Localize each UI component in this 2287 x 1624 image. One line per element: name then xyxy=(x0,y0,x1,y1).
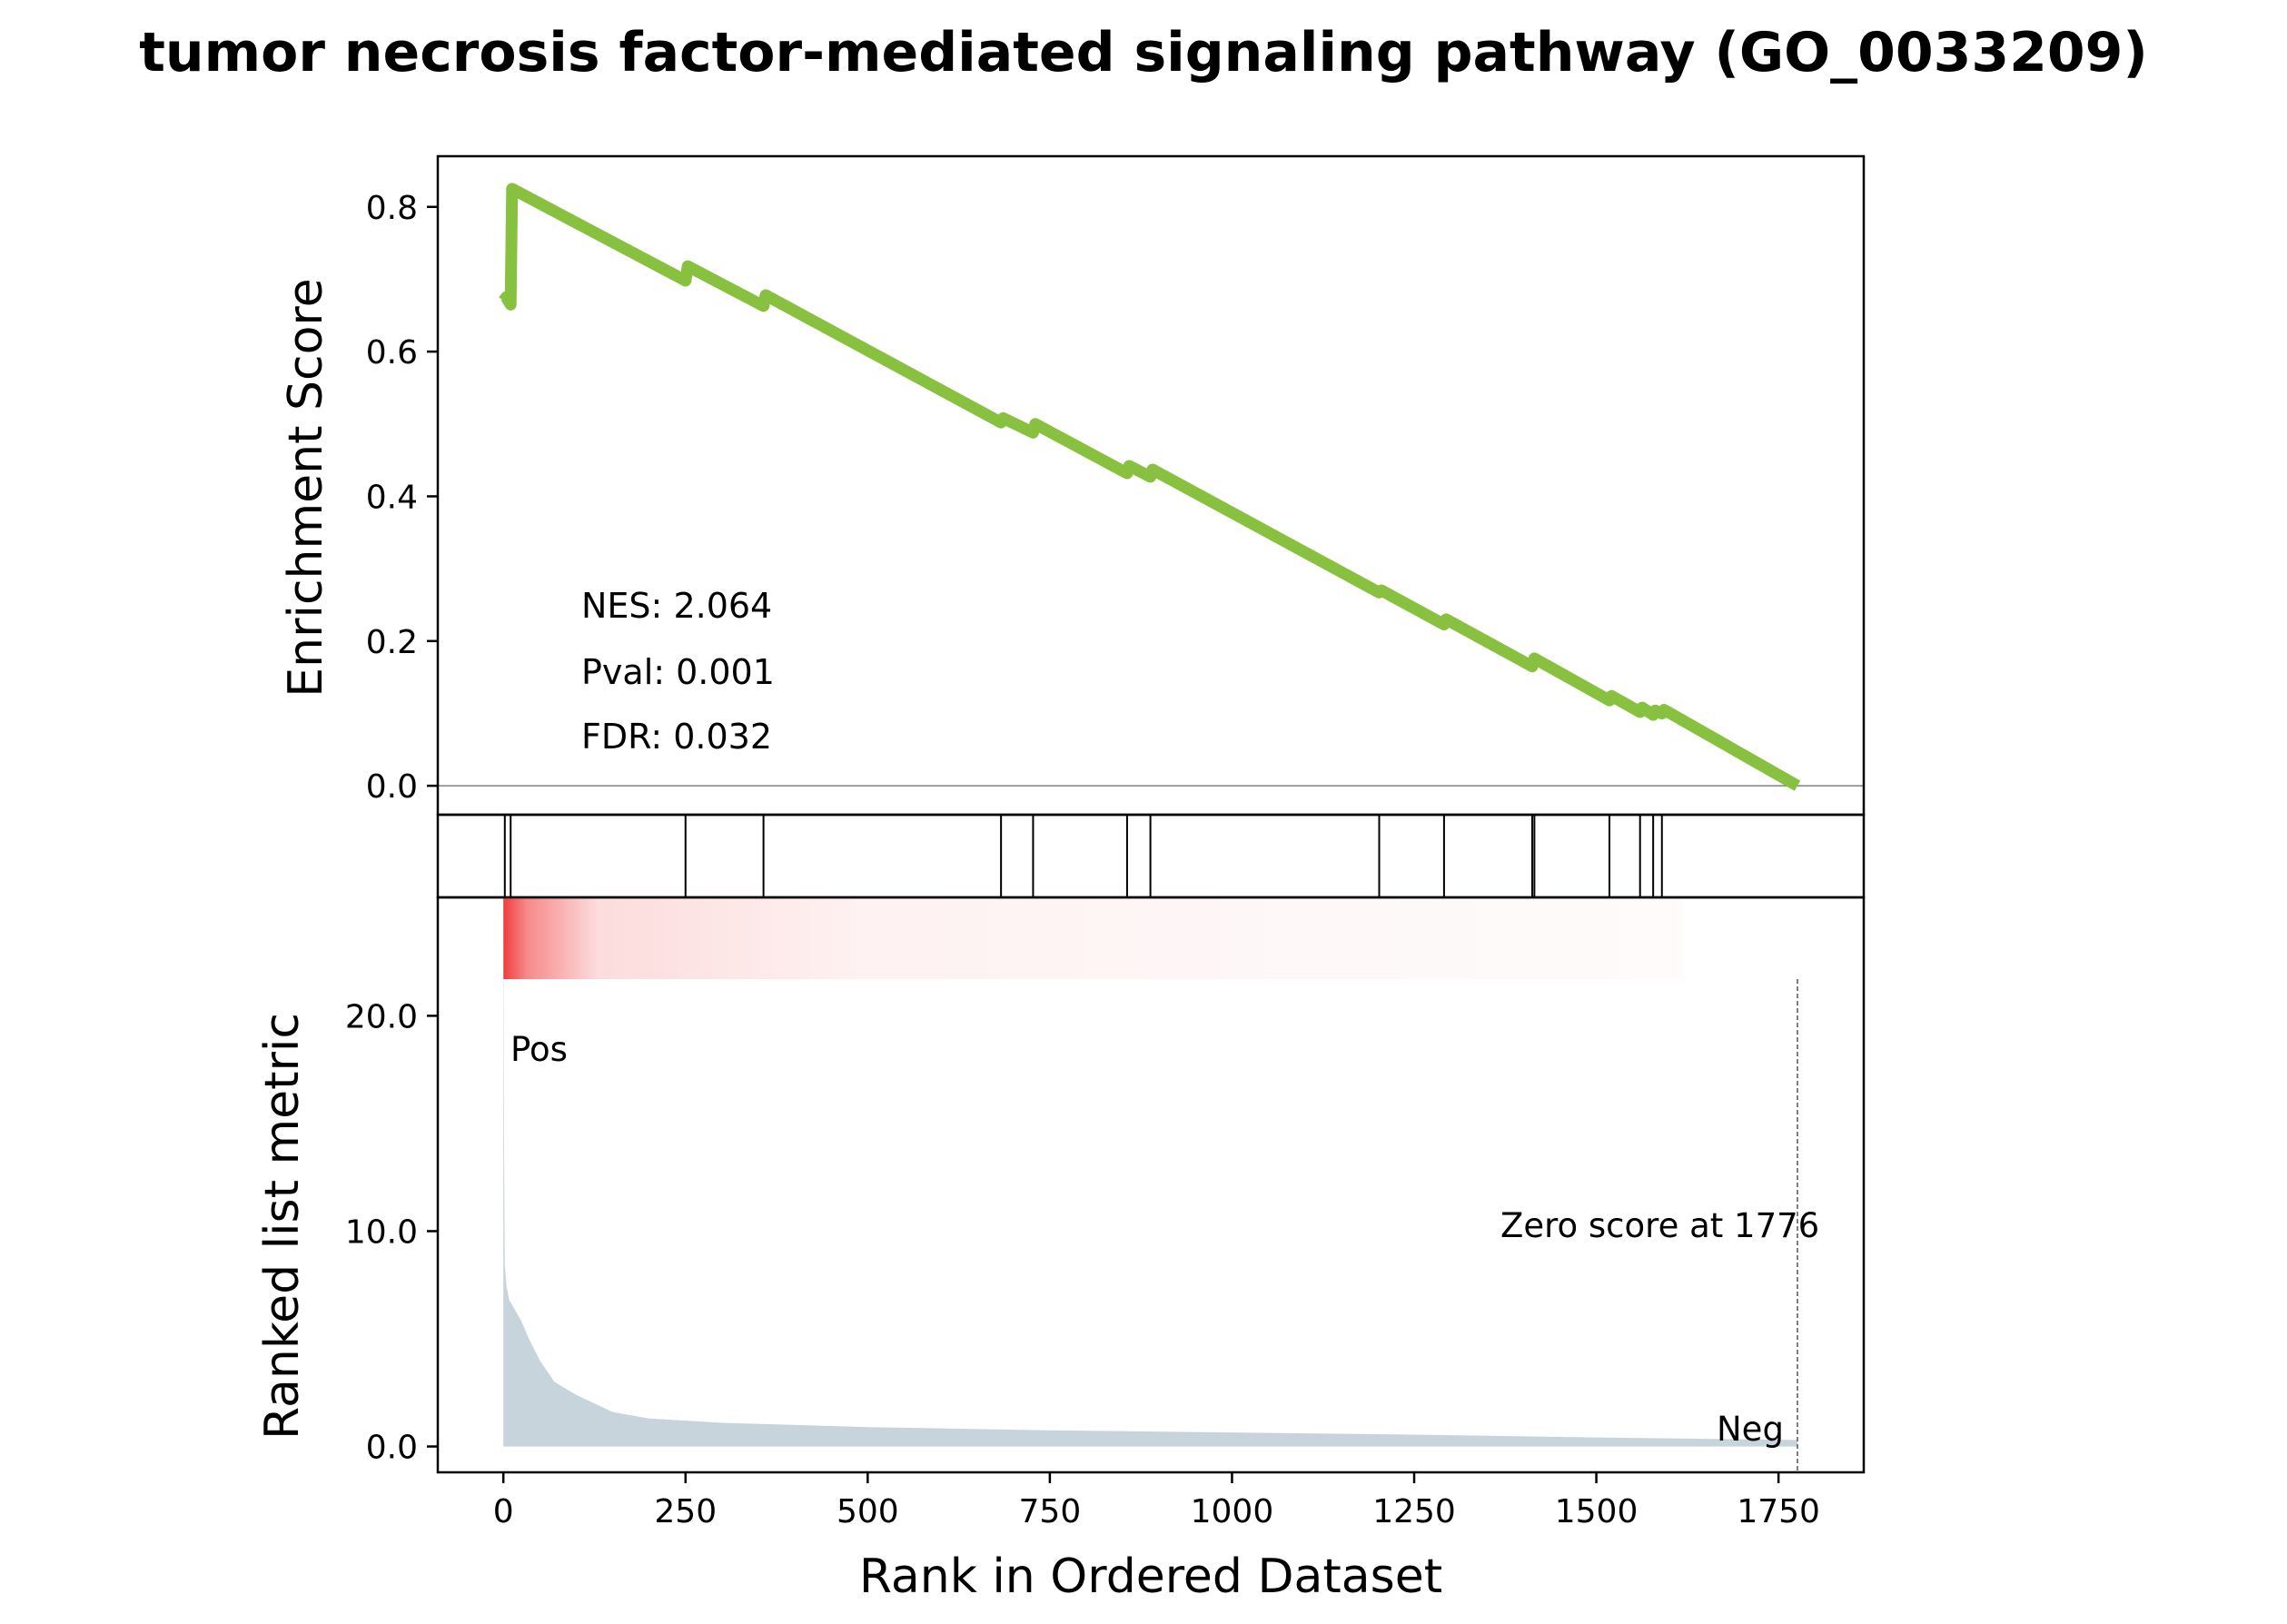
x-tick-label: 1750 xyxy=(1737,1493,1820,1530)
es-y-tick-label: 0.4 xyxy=(366,479,418,516)
rank-y-tick-label: 0.0 xyxy=(366,1430,418,1467)
rank-y-tick-label: 20.0 xyxy=(345,998,418,1035)
es-y-tick-label: 0.0 xyxy=(366,768,418,806)
ranked-metric-panel: Zero score at 1776 Pos Neg 0.0 10.0 20.0 0… xyxy=(255,896,1866,1604)
ranked-metric-area xyxy=(503,918,1798,1447)
x-tick-label: 1250 xyxy=(1372,1493,1456,1530)
es-line xyxy=(499,183,1801,791)
es-y-tick-label: 0.2 xyxy=(366,624,418,661)
x-tick-label: 1500 xyxy=(1555,1493,1639,1530)
chart-title: tumor necrosis factor-mediated signaling… xyxy=(139,21,2148,84)
x-tick-label: 0 xyxy=(493,1493,514,1530)
heat-strip xyxy=(503,898,1684,979)
x-tick-label: 1000 xyxy=(1191,1493,1274,1530)
es-y-axis-label: Enrichment Score xyxy=(279,278,333,697)
rank-y-axis: 0.0 10.0 20.0 xyxy=(345,998,438,1467)
x-axis-label: Rank in Ordered Dataset xyxy=(859,1550,1442,1604)
es-y-tick-label: 0.6 xyxy=(366,334,418,371)
ranked-panel-frame xyxy=(436,896,1866,1474)
x-axis: 0 250 500 750 1000 1250 1500 1750 xyxy=(493,1472,1820,1530)
zero-score-label: Zero score at 1776 xyxy=(1500,1206,1819,1245)
x-tick-label: 750 xyxy=(1019,1493,1082,1530)
x-tick-label: 250 xyxy=(654,1493,717,1530)
es-y-axis: 0.0 0.2 0.4 0.6 0.8 xyxy=(366,190,438,806)
x-tick-label: 500 xyxy=(837,1493,899,1530)
pos-label: Pos xyxy=(510,1030,568,1069)
es-y-tick-label: 0.8 xyxy=(366,190,418,227)
hits-panel xyxy=(436,813,1866,899)
fdr-annotation: FDR: 0.032 xyxy=(581,717,772,757)
pval-annotation: Pval: 0.001 xyxy=(581,652,775,692)
neg-label: Neg xyxy=(1717,1410,1784,1449)
enrichment-score-panel: 0.0 0.2 0.4 0.6 0.8 NES: 2.064 Pval: 0.001 F… xyxy=(279,154,1866,817)
rank-y-tick-label: 10.0 xyxy=(345,1213,418,1251)
hit-lines xyxy=(503,815,1663,897)
nes-annotation: NES: 2.064 xyxy=(581,586,772,626)
rank-y-axis-label: Ranked list metric xyxy=(255,1013,310,1440)
